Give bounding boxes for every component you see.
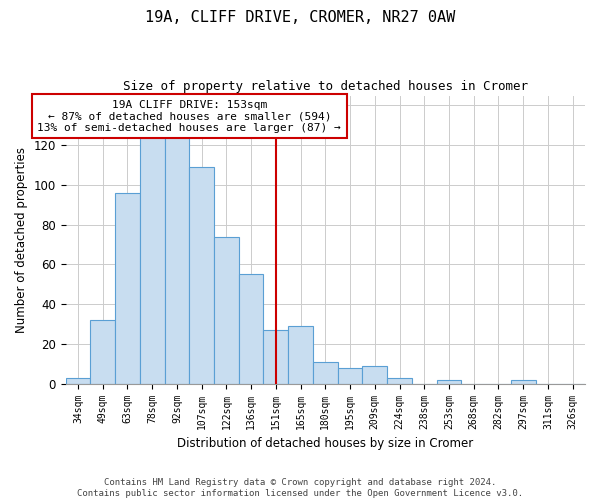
Bar (511, 380, 536, 384)
Bar (115, 193, 140, 384)
Bar (164, 120, 190, 384)
Bar (214, 236, 239, 384)
Bar (338, 368, 362, 384)
Bar (437, 380, 461, 384)
Bar (313, 362, 338, 384)
Title: Size of property relative to detached houses in Cromer: Size of property relative to detached ho… (123, 80, 528, 93)
Bar (288, 326, 313, 384)
Text: 19A CLIFF DRIVE: 153sqm
← 87% of detached houses are smaller (594)
13% of semi-d: 19A CLIFF DRIVE: 153sqm ← 87% of detache… (37, 100, 341, 132)
Bar (239, 274, 263, 384)
Text: Contains HM Land Registry data © Crown copyright and database right 2024.
Contai: Contains HM Land Registry data © Crown c… (77, 478, 523, 498)
X-axis label: Distribution of detached houses by size in Cromer: Distribution of detached houses by size … (177, 437, 473, 450)
Bar (387, 378, 412, 384)
Bar (65, 378, 91, 384)
Y-axis label: Number of detached properties: Number of detached properties (15, 146, 28, 332)
Bar (190, 167, 214, 384)
Bar (140, 120, 164, 384)
Bar (91, 320, 115, 384)
Bar (362, 366, 387, 384)
Text: 19A, CLIFF DRIVE, CROMER, NR27 0AW: 19A, CLIFF DRIVE, CROMER, NR27 0AW (145, 10, 455, 25)
Bar (263, 330, 288, 384)
